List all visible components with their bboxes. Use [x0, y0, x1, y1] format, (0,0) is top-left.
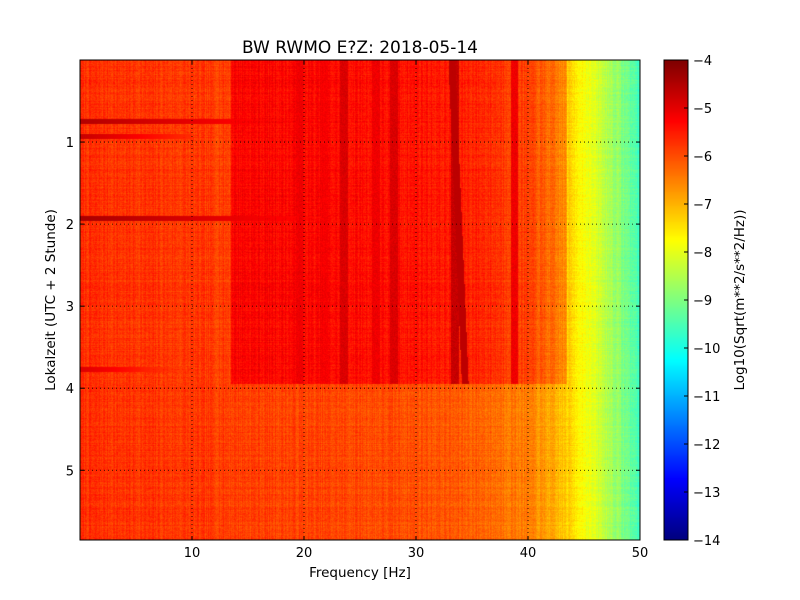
y-tick-label: 3 — [66, 300, 74, 315]
colorbar-label: Log10(Sqrt(m**2/s**2/Hz)) — [732, 209, 748, 390]
plot-frame — [79, 59, 641, 541]
colorbar-tick-label: −4 — [693, 54, 712, 69]
spectrogram-plot: 10 20 30 40 50 1 2 3 4 5 — [66, 59, 649, 561]
colorbar-tick-label: −8 — [693, 246, 712, 261]
y-tick-label: 1 — [66, 136, 74, 151]
x-tick-label: 50 — [632, 546, 649, 561]
colorbar-tick-label: −9 — [693, 294, 712, 309]
colorbar-tick-label: −6 — [693, 150, 712, 165]
colorbar-tick-label: −14 — [693, 534, 720, 549]
x-tick-label: 40 — [520, 546, 537, 561]
x-axis-label: Frequency [Hz] — [309, 565, 411, 581]
colorbar-tick-label: −13 — [693, 486, 720, 501]
x-tick-label: 30 — [408, 546, 425, 561]
x-tick-label: 10 — [184, 546, 201, 561]
colorbar: −4 −5 −6 −7 −8 −9 −10 −11 −12 −13 −14 — [663, 54, 720, 549]
colorbar-ticks: −4 −5 −6 −7 −8 −9 −10 −11 −12 −13 −14 — [684, 54, 720, 549]
y-tick-label: 4 — [66, 382, 74, 397]
spectrogram-heatmap — [80, 60, 640, 540]
colorbar-tick-label: −11 — [693, 390, 720, 405]
chart-title: BW RWMO E?Z: 2018-05-14 — [242, 38, 478, 58]
colorbar-tick-label: −10 — [693, 342, 720, 357]
colorbar-tick-label: −12 — [693, 438, 720, 453]
y-tick-label: 5 — [66, 464, 74, 479]
y-axis-label: Lokalzeit (UTC + 2 Stunde) — [43, 209, 59, 391]
y-tick-label: 2 — [66, 218, 74, 233]
y-axis: 1 2 3 4 5 — [66, 136, 640, 479]
colorbar-tick-label: −5 — [693, 102, 712, 117]
x-axis: 10 20 30 40 50 — [184, 60, 649, 561]
x-tick-label: 20 — [296, 546, 313, 561]
colorbar-tick-label: −7 — [693, 198, 712, 213]
